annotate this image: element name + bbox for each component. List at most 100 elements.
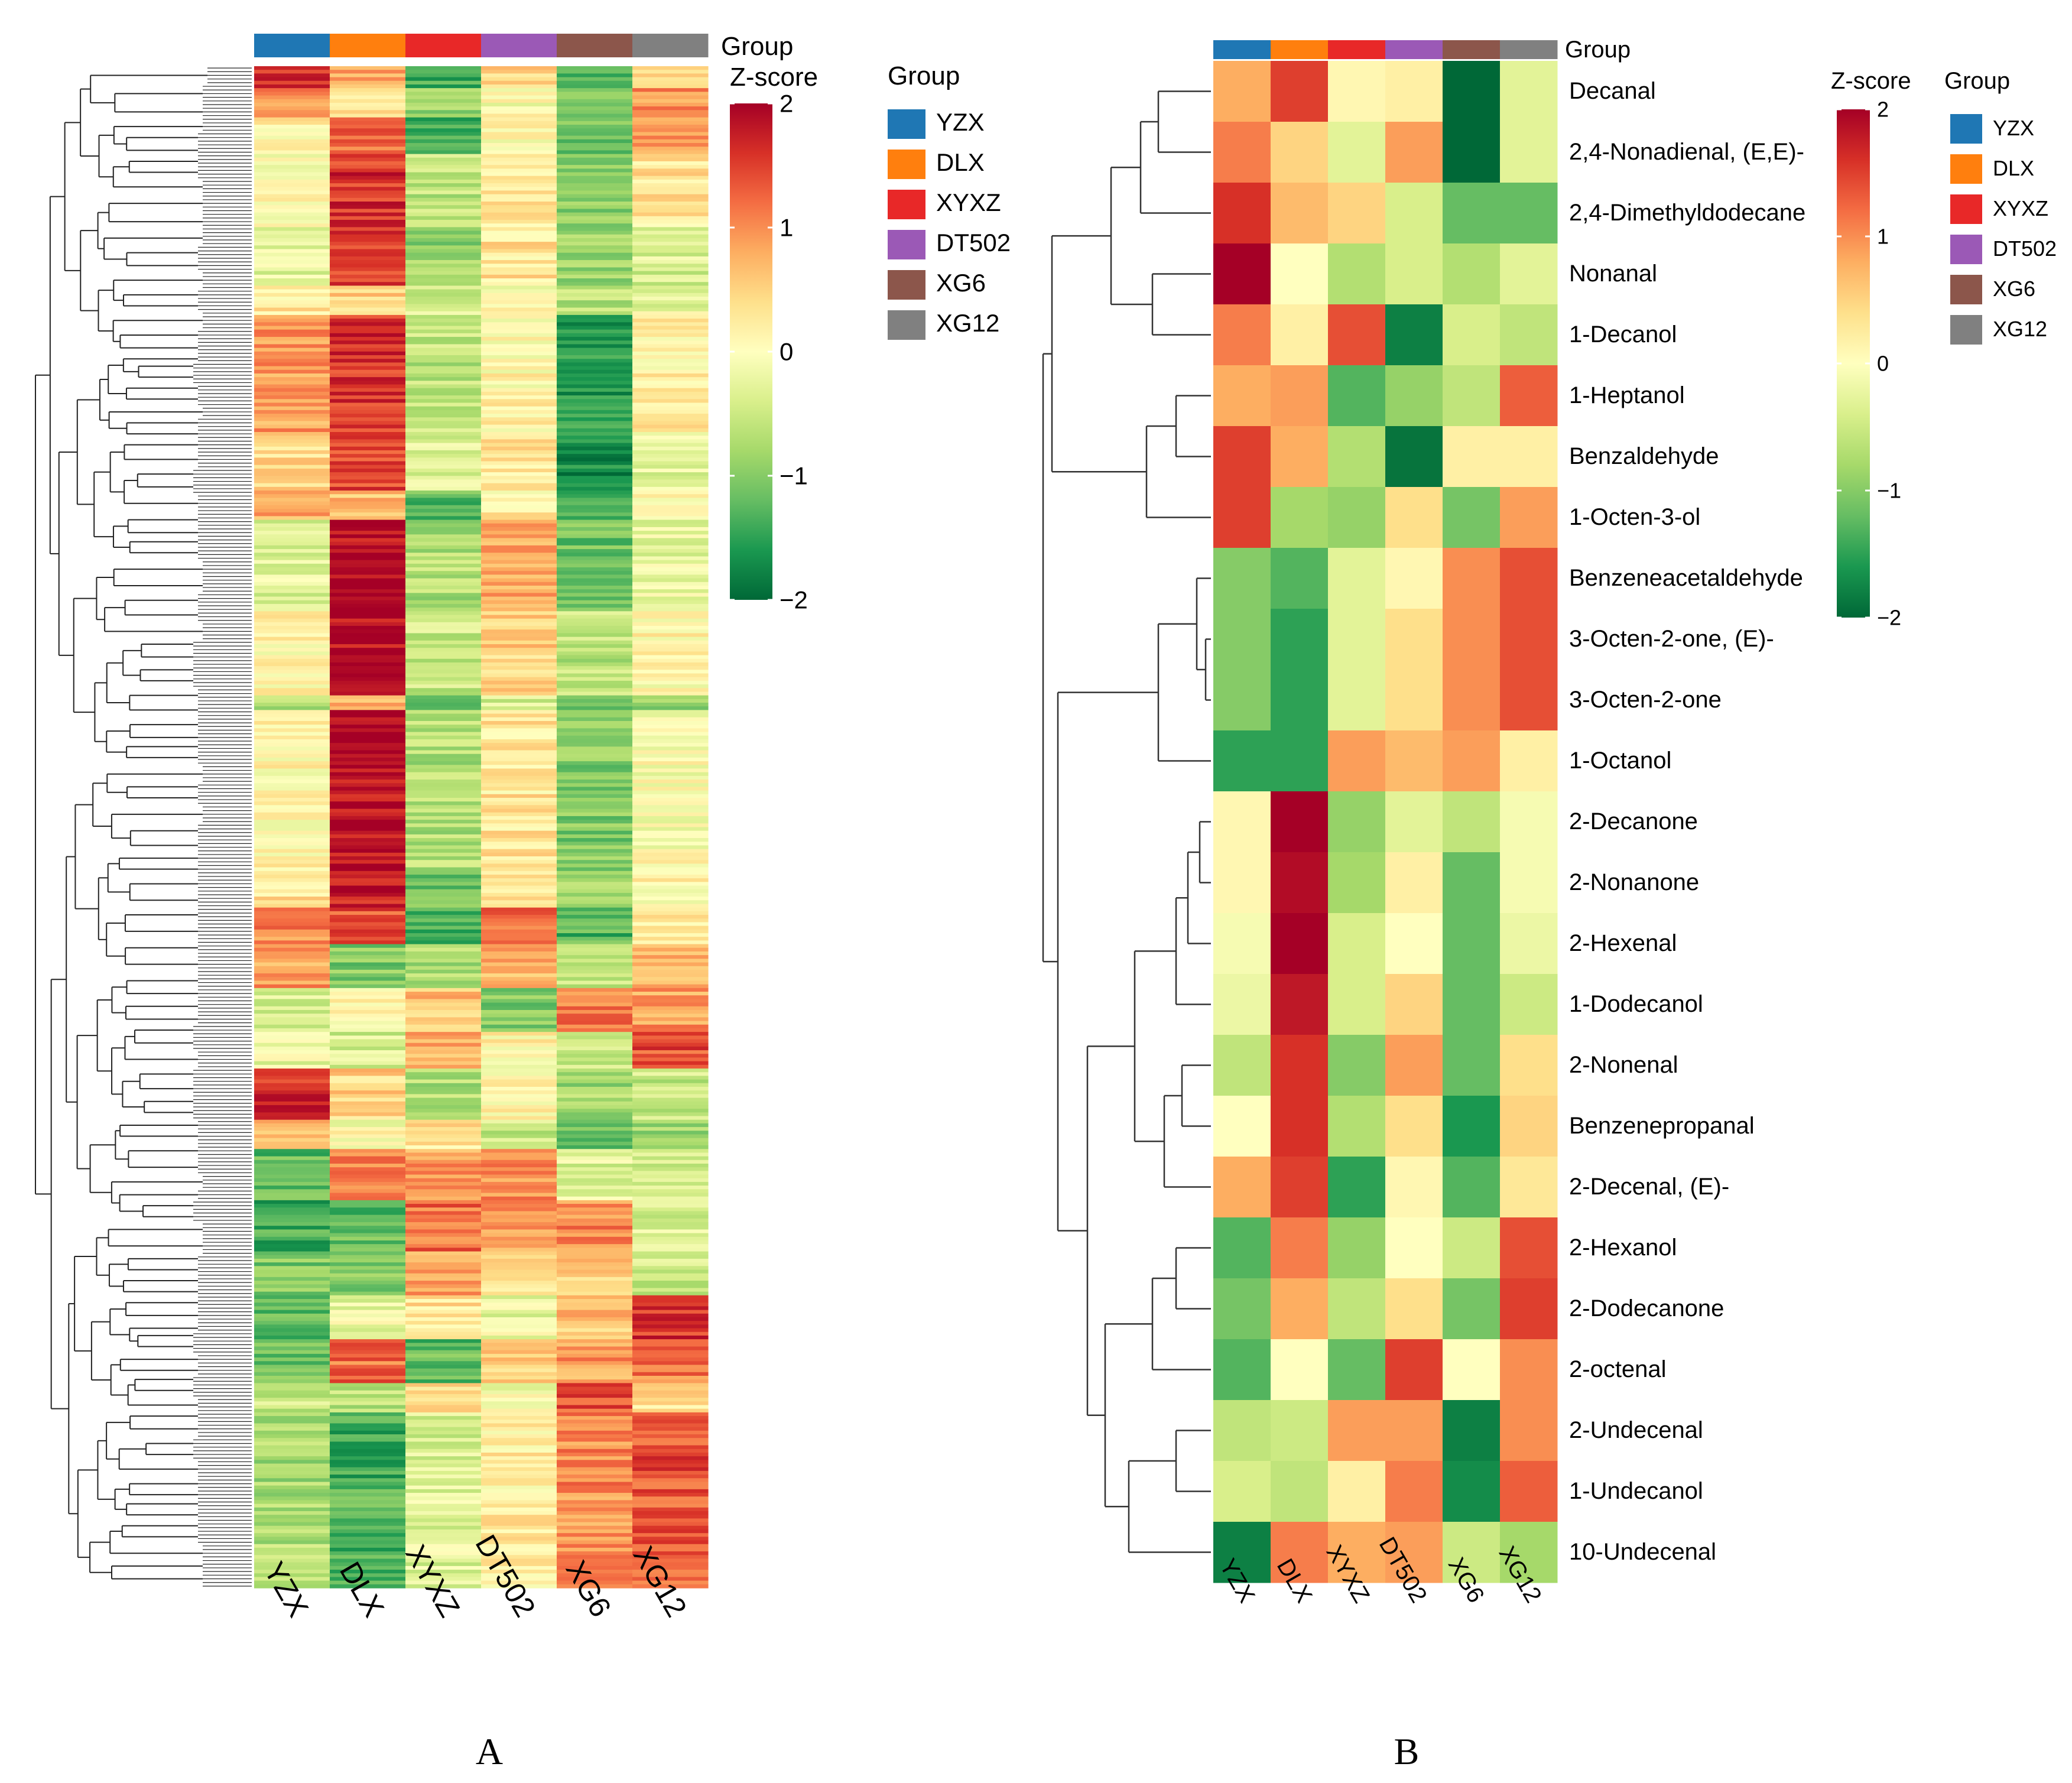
heatmap-cell [632, 1178, 709, 1183]
heatmap-cell [330, 1489, 406, 1493]
heatmap-cell [632, 882, 709, 886]
heatmap-cell [254, 1339, 330, 1343]
heatmap-cell [405, 366, 482, 371]
heatmap-cell [481, 369, 557, 374]
heatmap-cell [632, 340, 709, 345]
heatmap-cell [330, 1324, 406, 1329]
row-label: 2,4-Dimethyldodecane [1569, 200, 1805, 226]
heatmap-cell [405, 172, 482, 177]
heatmap-cell [632, 816, 709, 820]
colorbar-tick-label: 2 [780, 90, 793, 118]
heatmap-cell [405, 1189, 482, 1194]
heatmap-cell [330, 1452, 406, 1457]
heatmap-cell [254, 1079, 330, 1084]
heatmap-cell [632, 999, 709, 1003]
heatmap-cell [481, 1006, 557, 1011]
heatmap-cell [557, 556, 633, 561]
heatmap-cell [254, 1361, 330, 1366]
heatmap-cell [254, 1090, 330, 1095]
heatmap-cell [405, 1244, 482, 1248]
heatmap-cell [405, 1555, 482, 1560]
heatmap-cell [632, 121, 709, 125]
heatmap-cell [557, 285, 633, 290]
heatmap-cell [254, 860, 330, 864]
heatmap-cell [1328, 1400, 1386, 1462]
heatmap-cell [481, 838, 557, 842]
heatmap-cell [330, 658, 406, 663]
heatmap-cell [481, 878, 557, 882]
heatmap-cell [330, 428, 406, 433]
heatmap-cell [405, 1386, 482, 1391]
legend-label: YZX [1993, 116, 2034, 140]
heatmap-cell [405, 329, 482, 334]
heatmap-cell [632, 512, 709, 517]
heatmap-cell [330, 629, 406, 634]
heatmap-cell [632, 805, 709, 810]
heatmap-cell [557, 1050, 633, 1054]
heatmap-cell [405, 966, 482, 970]
heatmap-cell [557, 889, 633, 894]
heatmap-cell [557, 414, 633, 418]
heatmap-cell [557, 955, 633, 959]
heatmap-cell [405, 666, 482, 670]
heatmap-cell [254, 1123, 330, 1128]
heatmap-cell [632, 498, 709, 502]
heatmap-cell [254, 384, 330, 389]
heatmap-cell [254, 1353, 330, 1358]
heatmap-cell [557, 677, 633, 681]
heatmap-cell [405, 212, 482, 217]
heatmap-cell [481, 556, 557, 561]
heatmap-cell [330, 772, 406, 777]
heatmap-cell [557, 278, 633, 282]
annotation-cell [481, 34, 557, 57]
heatmap-cell [254, 219, 330, 224]
heatmap-cell [557, 1540, 633, 1545]
heatmap-cell [557, 615, 633, 619]
heatmap-cell [557, 801, 633, 806]
heatmap-cell [254, 1547, 330, 1552]
heatmap-cell [557, 808, 633, 813]
heatmap-cell [481, 373, 557, 378]
heatmap-cell [632, 1566, 709, 1570]
heatmap-cell [1385, 243, 1443, 305]
row-label: 1-Decanol [1569, 321, 1677, 347]
heatmap-cell [557, 1061, 633, 1066]
heatmap-cell [254, 1207, 330, 1212]
heatmap-cell [254, 977, 330, 982]
heatmap-cell [330, 1119, 406, 1124]
heatmap-cell [1328, 791, 1386, 853]
heatmap-cell [330, 319, 406, 323]
heatmap-cell [632, 1138, 709, 1142]
heatmap-cell [330, 1236, 406, 1241]
heatmap-cell [254, 1375, 330, 1380]
heatmap-cell [481, 801, 557, 806]
heatmap-cell [254, 296, 330, 301]
heatmap-cell [632, 1200, 709, 1204]
heatmap-cell [405, 670, 482, 674]
heatmap-cell [481, 322, 557, 327]
annotation-cell [254, 34, 330, 57]
heatmap-cell [330, 531, 406, 535]
heatmap-cell [254, 603, 330, 608]
heatmap-cell [405, 867, 482, 872]
heatmap-cell [557, 121, 633, 125]
heatmap-cell [557, 688, 633, 693]
heatmap-cell [254, 611, 330, 616]
heatmap-cell [632, 1116, 709, 1121]
heatmap-cell [405, 388, 482, 392]
heatmap-cell [330, 797, 406, 802]
heatmap-cell [405, 1079, 482, 1084]
heatmap-cell [632, 1577, 709, 1581]
heatmap-cell [481, 486, 557, 491]
heatmap-cell [330, 501, 406, 506]
heatmap-cell [330, 1240, 406, 1245]
heatmap-cell [330, 691, 406, 696]
heatmap-cell [557, 947, 633, 952]
heatmap-cell [405, 1181, 482, 1186]
heatmap-cell [405, 882, 482, 886]
heatmap-cell [632, 1420, 709, 1424]
heatmap-cell [254, 775, 330, 780]
heatmap-cell [557, 256, 633, 261]
heatmap-cell [254, 1489, 330, 1493]
heatmap-cell [1271, 670, 1329, 731]
